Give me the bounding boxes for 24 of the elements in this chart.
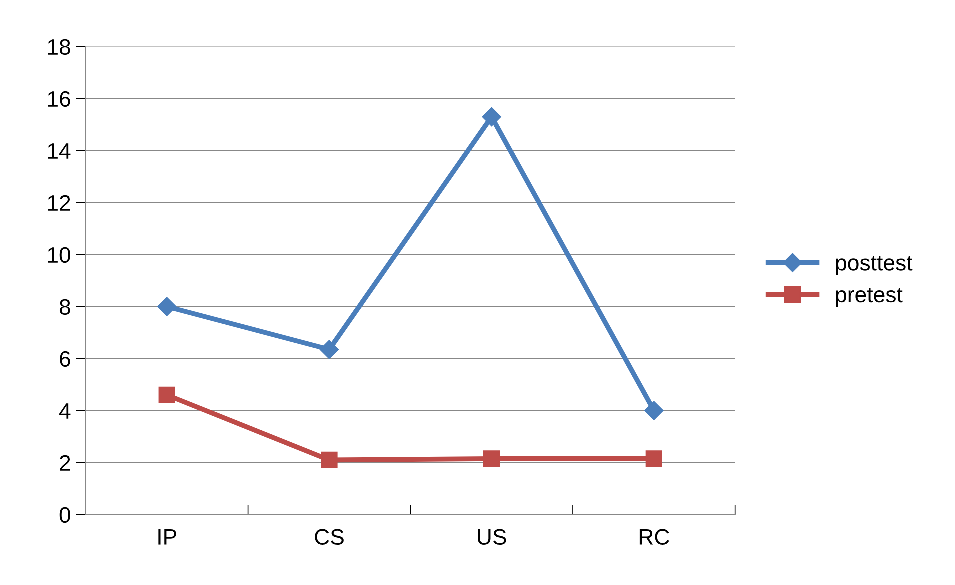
x-tick-label: IP — [158, 530, 176, 545]
x-tick-label: CS — [315, 529, 344, 546]
y-tick-label: 4 — [60, 404, 71, 419]
point — [158, 386, 176, 404]
point — [158, 297, 177, 316]
y-tick-label: 6 — [60, 351, 70, 368]
y-tick-label: 2 — [60, 455, 70, 471]
y-tick-label: 18 — [48, 39, 70, 56]
y-tick-label: 16 — [48, 91, 70, 108]
point — [646, 450, 663, 468]
point — [321, 452, 338, 469]
x-tick-label: US — [478, 529, 506, 546]
point — [483, 450, 500, 468]
y-tick-label: 10 — [48, 247, 70, 264]
y-tick-label: 0 — [60, 507, 70, 524]
point — [644, 401, 664, 420]
y-tick-label: 8 — [60, 299, 70, 316]
y-tick-label: 12 — [48, 195, 70, 211]
legend-label: posttest — [836, 256, 913, 276]
point — [320, 340, 340, 360]
legend-label: pretest — [836, 288, 903, 308]
y-tick-label: 14 — [48, 144, 71, 159]
x-tick-label: RC — [640, 529, 670, 546]
point — [482, 107, 502, 127]
